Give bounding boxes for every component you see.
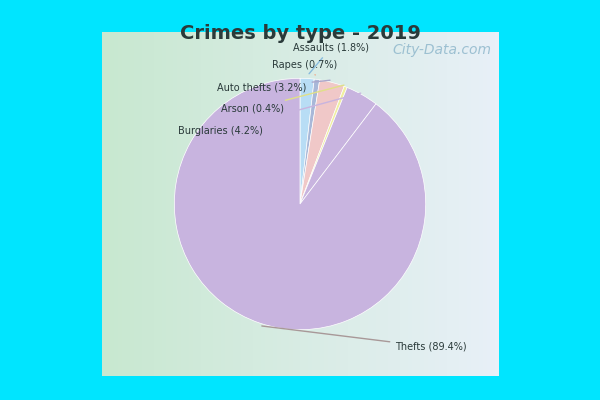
Text: Crimes by type - 2019: Crimes by type - 2019 bbox=[179, 24, 421, 43]
Text: Assaults (1.8%): Assaults (1.8%) bbox=[293, 43, 369, 74]
Wedge shape bbox=[175, 78, 425, 330]
Text: Auto thefts (3.2%): Auto thefts (3.2%) bbox=[217, 80, 330, 92]
Text: Thefts (89.4%): Thefts (89.4%) bbox=[262, 326, 467, 352]
Text: Arson (0.4%): Arson (0.4%) bbox=[221, 85, 344, 114]
Wedge shape bbox=[300, 88, 376, 204]
Wedge shape bbox=[300, 78, 314, 204]
Wedge shape bbox=[300, 79, 320, 204]
Text: City-Data.com: City-Data.com bbox=[393, 42, 492, 56]
Wedge shape bbox=[300, 86, 347, 204]
Text: Burglaries (4.2%): Burglaries (4.2%) bbox=[178, 93, 361, 136]
Text: Rapes (0.7%): Rapes (0.7%) bbox=[272, 60, 337, 75]
Wedge shape bbox=[300, 80, 344, 204]
